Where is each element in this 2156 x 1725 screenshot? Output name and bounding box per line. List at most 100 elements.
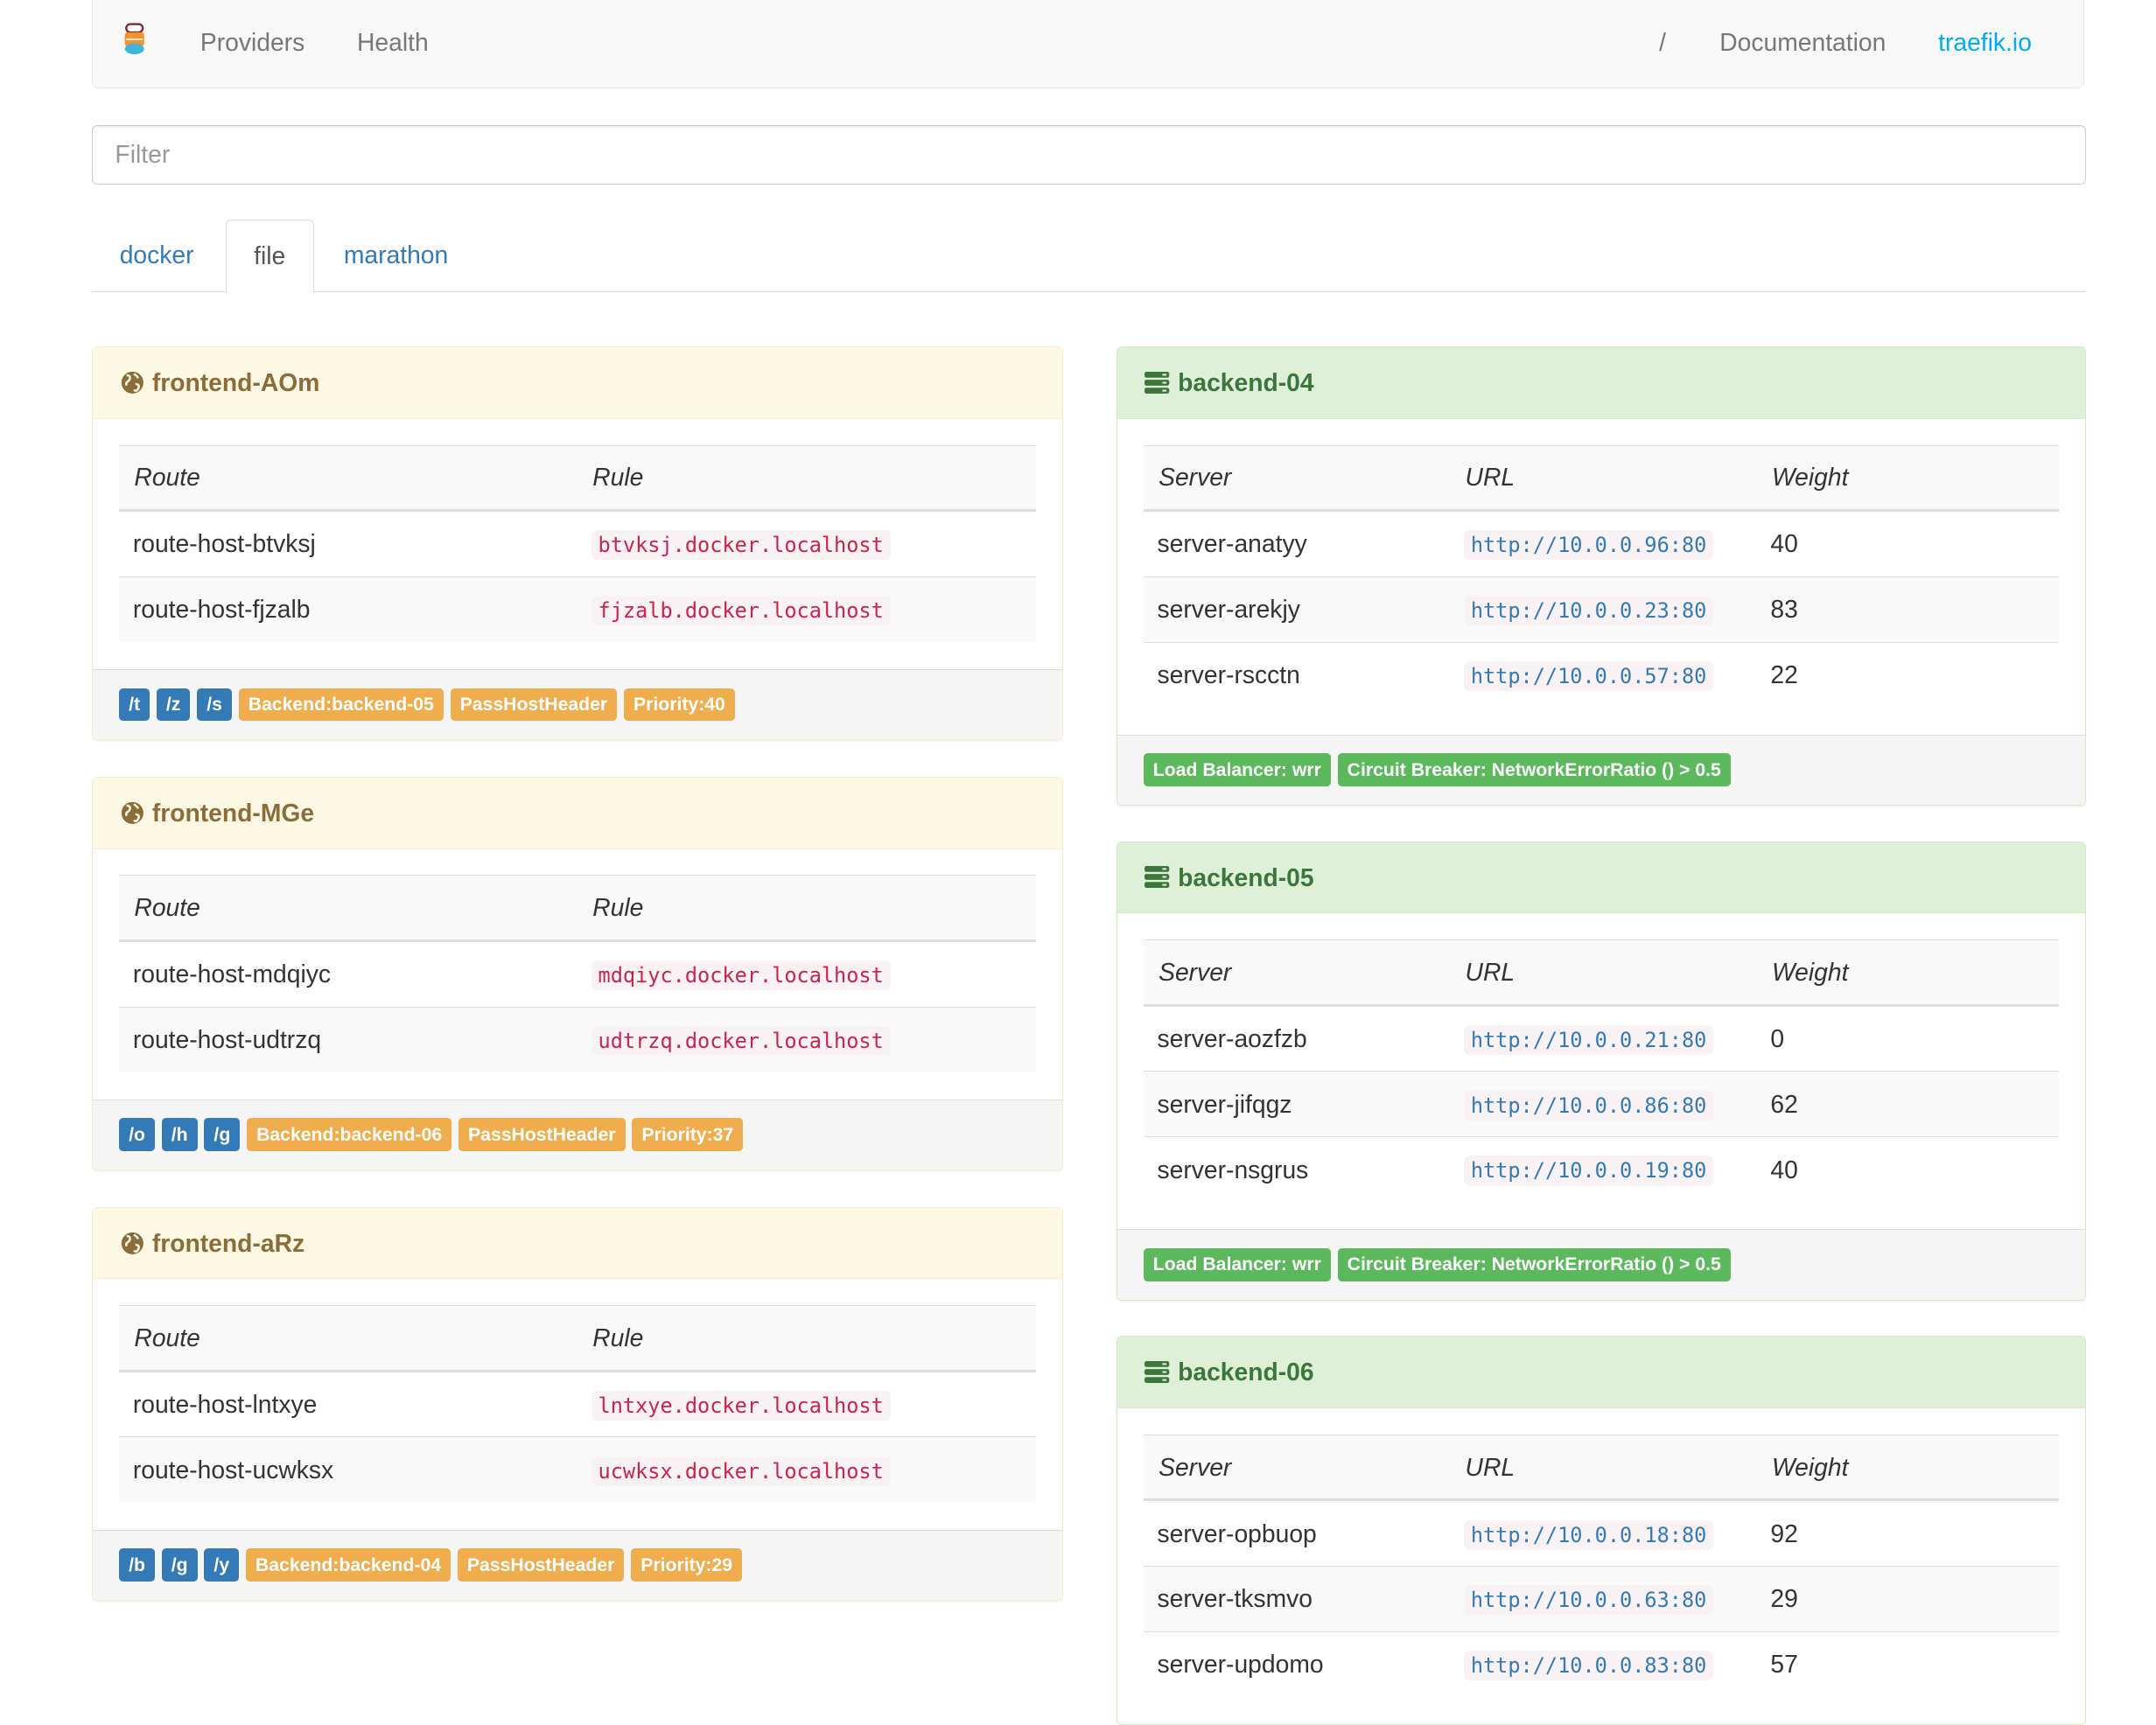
server-weight: 62 xyxy=(1756,1071,2059,1137)
backend-panel: backend-04 Server URL Weight server-anat… xyxy=(1116,346,2086,806)
table-row: route-host-fjzalb fjzalb.docker.localhos… xyxy=(119,576,1036,642)
route-rule: udtrzq.docker.localhost xyxy=(591,1025,891,1057)
servers-table: Server URL Weight server-opbuop http://1… xyxy=(1143,1434,2059,1697)
backend-name: backend-05 xyxy=(1178,862,1314,891)
nav-providers[interactable]: Providers xyxy=(200,28,305,57)
server-name: server-anatyy xyxy=(1143,510,1451,577)
server-url: http://10.0.0.19:80 xyxy=(1463,1156,1714,1186)
column-header: URL xyxy=(1450,444,1757,512)
panel-heading: frontend-aRz xyxy=(93,1207,1062,1280)
server-name: server-rscctn xyxy=(1143,641,1451,708)
server-weight: 92 xyxy=(1756,1499,2059,1567)
frontend-name: frontend-AOm xyxy=(151,367,320,396)
globe-icon xyxy=(121,371,144,394)
server-url: http://10.0.0.86:80 xyxy=(1463,1090,1714,1121)
path-label: /b xyxy=(119,1548,155,1582)
nav-documentation[interactable]: Documentation xyxy=(1719,28,1886,57)
table-row: server-tksmvo http://10.0.0.63:80 29 xyxy=(1143,1566,2059,1632)
routes-table: Route Rule route-host-mdqiyc mdqiyc.dock… xyxy=(119,875,1036,1072)
server-weight: 40 xyxy=(1756,1136,2059,1203)
route-name: route-host-btvksj xyxy=(119,510,578,577)
server-name: server-nsgrus xyxy=(1143,1136,1451,1203)
backend-panel: backend-05 Server URL Weight server-aozf… xyxy=(1116,841,2086,1301)
panel-heading: backend-06 xyxy=(1116,1337,2085,1409)
server-url: http://10.0.0.18:80 xyxy=(1463,1519,1714,1550)
server-weight: 22 xyxy=(1756,641,2059,708)
tab-docker[interactable]: docker xyxy=(119,241,194,269)
column-header: Server xyxy=(1143,1434,1451,1502)
table-row: server-aozfzb http://10.0.0.21:80 0 xyxy=(1143,1005,2059,1072)
frontend-panel: frontend-AOm Route Rule route-host-btvks… xyxy=(92,346,1063,741)
server-weight: 83 xyxy=(1756,576,2059,642)
globe-icon xyxy=(121,801,144,824)
route-name: route-host-mdqiyc xyxy=(119,940,578,1007)
server-url: http://10.0.0.96:80 xyxy=(1463,530,1714,561)
routes-table: Route Rule route-host-btvksj btvksj.dock… xyxy=(119,444,1036,642)
column-header: Server xyxy=(1143,939,1451,1007)
priority-label: Priority:29 xyxy=(631,1548,743,1582)
panel-heading: frontend-AOm xyxy=(93,346,1062,419)
table-row: server-anatyy http://10.0.0.96:80 40 xyxy=(1143,510,2059,577)
panel-footer: /o/h/g Backend:backend-06 PassHostHeader… xyxy=(93,1099,1062,1170)
route-rule: mdqiyc.docker.localhost xyxy=(591,960,891,991)
server-name: server-aozfzb xyxy=(1143,1005,1451,1072)
server-url: http://10.0.0.57:80 xyxy=(1463,660,1714,692)
route-name: route-host-lntxye xyxy=(119,1371,578,1437)
navbar: Providers Health / Documentation traefik… xyxy=(92,0,2085,88)
pass-host-header-label: PassHostHeader xyxy=(457,1548,625,1582)
panel-footer: /b/g/y Backend:backend-04 PassHostHeader… xyxy=(93,1529,1062,1600)
table-row: server-opbuop http://10.0.0.18:80 92 xyxy=(1143,1499,2059,1567)
server-weight: 0 xyxy=(1756,1005,2059,1072)
column-header: Weight xyxy=(1756,939,2059,1007)
server-stack-icon xyxy=(1144,866,1170,889)
pass-host-header-label: PassHostHeader xyxy=(458,1118,626,1152)
server-url: http://10.0.0.21:80 xyxy=(1463,1024,1714,1056)
table-row: server-updomo http://10.0.0.83:80 57 xyxy=(1143,1631,2059,1697)
server-name: server-tksmvo xyxy=(1143,1566,1451,1632)
server-url: http://10.0.0.63:80 xyxy=(1463,1585,1714,1616)
path-label: /o xyxy=(119,1118,155,1152)
load-balancer-label: Load Balancer: wrr xyxy=(1143,753,1331,787)
column-header: URL xyxy=(1450,939,1757,1007)
pass-host-header-label: PassHostHeader xyxy=(450,688,618,722)
table-row: server-arekjy http://10.0.0.23:80 83 xyxy=(1143,576,2059,642)
panel-footer: Load Balancer: wrr Circuit Breaker: Netw… xyxy=(1116,1229,2085,1300)
nav-traefik-io[interactable]: traefik.io xyxy=(1938,28,2032,57)
panel-heading: backend-05 xyxy=(1116,842,2085,914)
path-label: /g xyxy=(204,1118,241,1152)
backend-label: Backend:backend-04 xyxy=(245,1548,452,1582)
column-header: Rule xyxy=(577,1305,1036,1372)
circuit-breaker-label: Circuit Breaker: NetworkErrorRatio () > … xyxy=(1337,1248,1731,1282)
route-name: route-host-fjzalb xyxy=(119,576,578,642)
server-stack-icon xyxy=(1144,1361,1170,1384)
server-name: server-arekjy xyxy=(1143,576,1451,642)
path-label: /y xyxy=(204,1548,240,1582)
panel-footer: Load Balancer: wrr Circuit Breaker: Netw… xyxy=(1116,734,2085,805)
table-row: route-host-ucwksx ucwksx.docker.localhos… xyxy=(119,1436,1036,1503)
route-name: route-host-ucwksx xyxy=(119,1436,578,1503)
tab-file[interactable]: file xyxy=(225,220,314,293)
column-header: URL xyxy=(1450,1434,1757,1502)
server-weight: 57 xyxy=(1756,1631,2059,1697)
route-rule: fjzalb.docker.localhost xyxy=(591,595,891,626)
column-header: Server xyxy=(1143,444,1451,512)
route-rule: btvksj.docker.localhost xyxy=(591,530,891,561)
server-weight: 40 xyxy=(1756,510,2059,577)
servers-table: Server URL Weight server-anatyy http://1… xyxy=(1143,444,2059,708)
backend-label: Backend:backend-05 xyxy=(238,688,444,722)
panel-heading: backend-04 xyxy=(1116,346,2085,419)
column-header: Route xyxy=(119,444,578,512)
table-row: route-host-mdqiyc mdqiyc.docker.localhos… xyxy=(119,940,1036,1007)
nav-health[interactable]: Health xyxy=(356,28,429,57)
tab-marathon[interactable]: marathon xyxy=(343,241,449,269)
routes-table: Route Rule route-host-lntxye lntxye.dock… xyxy=(119,1305,1036,1503)
column-header: Route xyxy=(119,1305,578,1372)
path-label: /h xyxy=(161,1118,198,1152)
path-label: /s xyxy=(197,688,232,722)
traefik-logo-icon[interactable] xyxy=(121,23,148,56)
server-name: server-updomo xyxy=(1143,1631,1451,1697)
server-name: server-jifqgz xyxy=(1143,1071,1451,1137)
server-url: http://10.0.0.23:80 xyxy=(1463,595,1714,626)
column-header: Rule xyxy=(577,875,1036,942)
filter-input[interactable] xyxy=(92,124,2086,185)
